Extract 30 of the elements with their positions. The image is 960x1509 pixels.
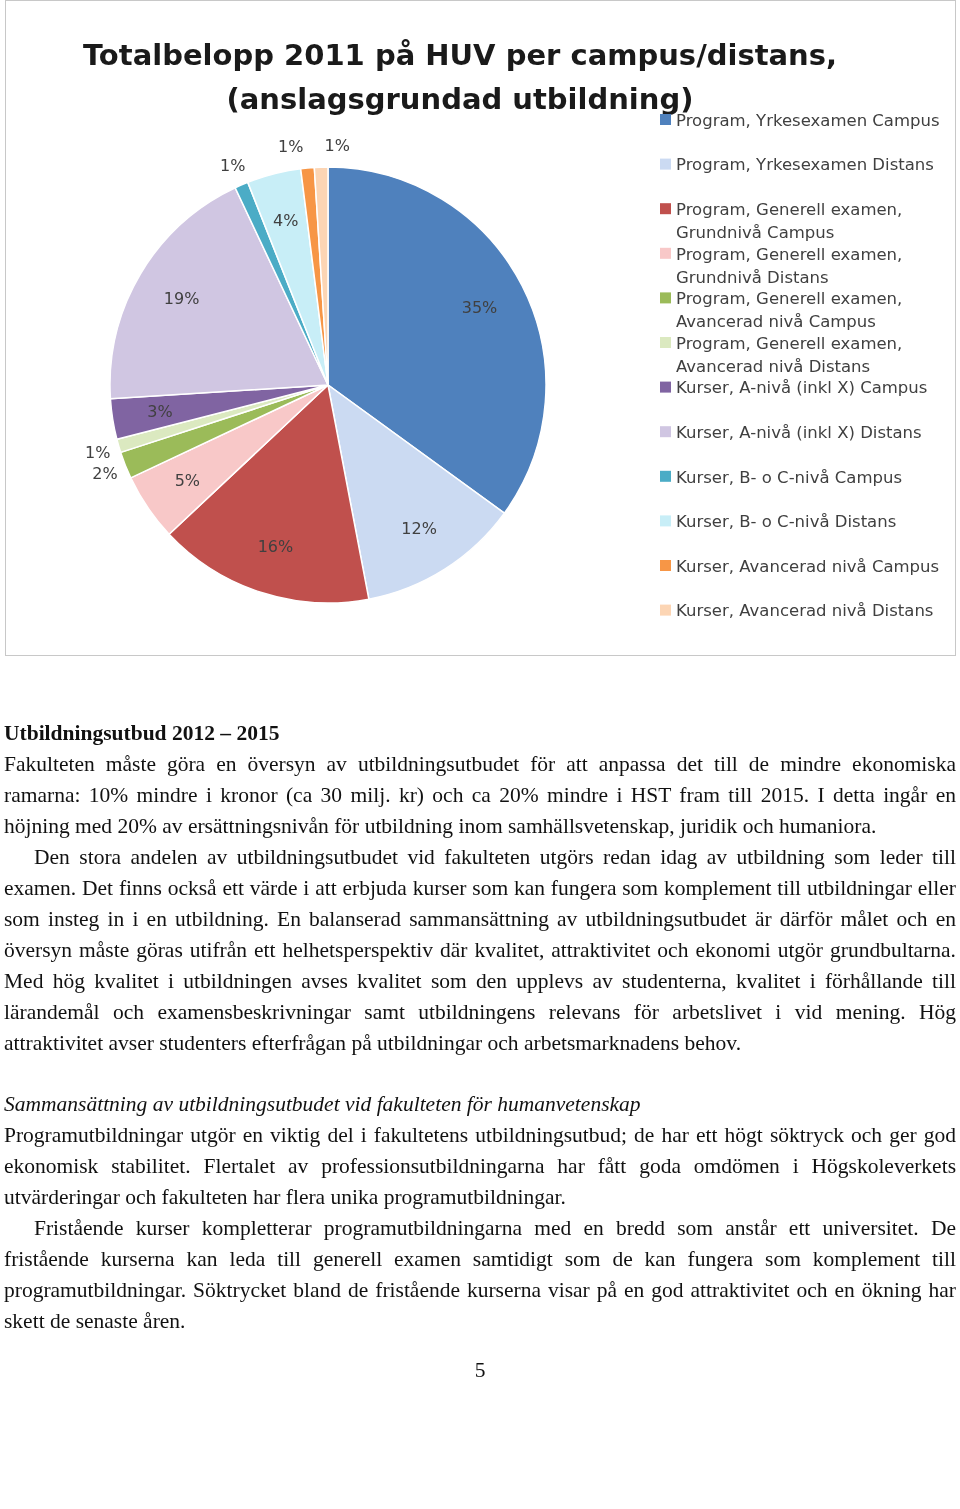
text: Fristående kurser kompletterar programutbildningarna med en bredd som anstår ett universitet. De fristående kurserna kan leda till generell examen samtidigt som de kan fungera som komplement till programutbildningar. Söktrycket bland de fristående kurserna visar på en god attraktivitet och en ökning har skett de senaste åren. [4,1215,956,1335]
legend-label: Kurser, B- o C-nivå Campus [676,467,902,487]
data-label: 5% [174,471,201,491]
legend-label: Program, Generell examen, Avancerad nivå Distans [676,333,903,376]
data-label: 35% [461,298,498,318]
legend-label: Kurser, A-nivå (inkl X) Distans [676,422,922,442]
data-label: 19% [163,289,200,309]
text: 5 [473,1357,487,1384]
data-label: 3% [147,402,173,422]
text: Fakulteten måste göra en översyn av utbildningsutbudet för att anpassa det till de mindre ekonomiska ramarna: 10% mindre i kronor (ca 30 milj. kr) och ca 20% mindre i HST fram till 2015. I detta ingår en höjning med 20% av ersättningsnivån för utbildning inom samhällsvetenskap, juridik och humaniora. [4,751,956,840]
legend-label: Kurser, B- o C-nivå Distans [676,512,897,532]
data-label: 1% [324,135,350,155]
legend-label: Kurser, A-nivå (inkl X) Campus [676,378,928,398]
legend-label: Kurser, Avancerad nivå Campus [676,556,940,576]
legend-label: Program, Yrkesexamen Distans [676,155,934,175]
text: Programutbildningar utgör en viktig del i fakultetens utbildningsutbud; de har ett högt söktryck och ger god ekonomisk stabilitet. Flertalet av professionsutbildningarna har fått goda omdömen i Högskoleverkets utvärderingar och fakulteten har flera unika programutbildningar. [4,1122,956,1211]
data-label: 16% [257,537,294,557]
data-label: 1% [85,442,111,462]
data-label: 2% [92,463,118,483]
data-label: 1% [278,136,304,156]
data-label: 4% [273,210,299,230]
data-label: 12% [401,519,437,539]
legend-label: Program, Generell examen, Grundnivå Distans [676,244,903,287]
text: Utbildningsutbud 2012 – 2015 [4,720,281,747]
legend-label: Program, Generell examen, Avancerad nivå Campus [676,289,903,332]
text: Sammansättning av utbildningsutbudet vid fakulteten för humanvetenskap [4,1091,642,1118]
text: Den stora andelen av utbildningsutbudet vid fakulteten utgörs redan idag av utbildning som leder till examen. Det finns också ett värde i att erbjuda kurser som kan fungera som komplement till utbildningar eller som insteg in i en utbildning. En balanserad sammansättning av utbildningsutbudet är därför målet och en översyn måste göras utifrån ett helhetsperspektiv där kvalitet, attraktivitet och ekonomi utgör grundbultarna. Med hög kvalitet i utbildningen avses kvalitet som den upplevs av studenterna, kvalitet i förhållande till lärandemål och examensbeskrivningar samt utbildningens relevans för arbetslivet i vid mening. Hög attraktivitet avser studenters efterfrågan på utbildningar och arbetsmarknadens behov. [4,844,956,1057]
legend-label: Program, Generell examen, Grundnivå Campus [676,199,903,242]
legend-label: Kurser, Avancerad nivå Distans [676,601,934,621]
data-label: 1% [220,155,246,175]
